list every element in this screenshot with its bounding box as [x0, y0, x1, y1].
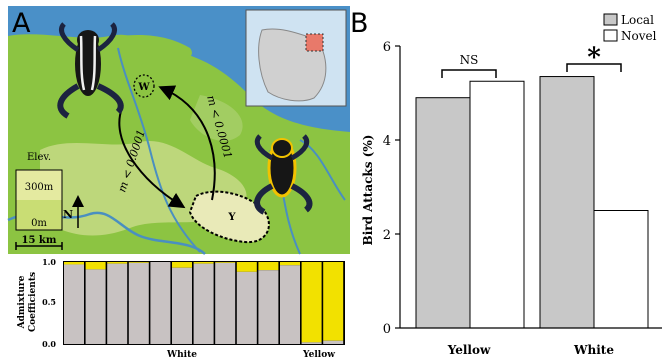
inset-study-area	[305, 33, 324, 52]
legend-swatch-novel	[603, 29, 618, 42]
admixture-white-segment	[280, 265, 300, 344]
admixture-yellow-segment	[215, 262, 236, 263]
map-river-1	[117, 47, 201, 253]
bar-local-yellow	[415, 97, 471, 329]
admixture-white-segment	[258, 270, 279, 344]
north-label: N	[63, 208, 73, 221]
admixture-white-segment	[172, 267, 192, 344]
admixture-group-yellow: Yellow	[302, 350, 335, 360]
admixture-yellow-segment	[258, 262, 279, 271]
panel-label-a: A	[12, 8, 31, 39]
admixture-yellow-segment	[172, 262, 192, 268]
panel-label-b: B	[350, 8, 369, 39]
y-tick-label: 4	[383, 134, 391, 149]
north-arrow: N	[63, 195, 84, 228]
admixture-white-segment	[301, 342, 322, 344]
admixture-white-segment	[215, 262, 236, 344]
inset-map	[245, 9, 347, 107]
bars	[415, 76, 649, 329]
site-y-outline	[188, 190, 270, 244]
map-landmass-north	[100, 34, 192, 64]
admixture-ytick-bottom: 0.0	[42, 339, 56, 349]
elevation-title: Elev.	[27, 152, 51, 163]
admixture-bars	[63, 261, 345, 345]
admixture-yellow-segment	[323, 262, 344, 341]
site-w-label: W	[137, 82, 150, 93]
admixture-white-segment	[128, 262, 149, 344]
admixture-ylabel-2: Coefficients	[28, 272, 38, 332]
elevation-low: 0m	[31, 218, 47, 229]
admixture-white-segment	[236, 271, 257, 344]
admixture-yellow-segment	[64, 262, 84, 265]
admixture-white-segment	[150, 262, 171, 344]
y-axis-ticks: 0 2 4 6	[383, 40, 400, 337]
admixture-white-segment	[107, 263, 128, 344]
bar-novel-white	[593, 210, 649, 329]
admixture-yellow-segment	[236, 262, 257, 272]
scale-bar: 15 km	[15, 235, 63, 250]
x-tick-label-white: White	[573, 343, 614, 357]
admixture-yellow-segment	[301, 262, 322, 343]
admixture-group-white: White	[166, 350, 197, 360]
elevation-legend: Elev. 300m 0m	[15, 152, 63, 231]
gene-flow-arrow-down	[118, 107, 186, 209]
white-frog-illustration	[57, 22, 124, 119]
admixture-yellow-segment	[280, 262, 300, 266]
chart-legend: Local Novel	[603, 13, 657, 43]
bar-local-white	[539, 76, 595, 329]
admixture-plot: Admixture Coefficients 1.0 0.5 0.0 White…	[17, 257, 345, 360]
admixture-ytick-top: 1.0	[42, 257, 56, 267]
map-panel: W Y m < 0.0001 m < 0.0001	[7, 6, 350, 255]
elevation-high: 300m	[25, 182, 54, 193]
site-w-outline	[133, 74, 155, 98]
site-y-label: Y	[227, 212, 236, 223]
admixture-ylabel-1: Admixture	[17, 275, 27, 329]
admixture-yellow-segment	[107, 262, 128, 264]
bar-novel-yellow	[469, 80, 525, 329]
scale-label: 15 km	[22, 235, 57, 246]
yellow-frog-illustration	[254, 134, 313, 215]
annotation-ns: NS	[460, 53, 479, 67]
legend-swatch-local	[603, 13, 618, 26]
annotation-star: *	[587, 43, 601, 73]
admixture-white-segment	[193, 263, 214, 344]
y-tick-label: 6	[383, 40, 391, 55]
admixture-white-segment	[85, 269, 106, 344]
gene-flow-arrow-up	[158, 85, 216, 201]
admixture-yellow-segment	[85, 262, 106, 270]
admixture-white-segment	[323, 340, 344, 344]
significance-bracket-white	[566, 63, 622, 72]
admixture-white-segment	[64, 264, 84, 344]
x-tick-label-yellow: Yellow	[447, 343, 491, 357]
legend-label-local: Local	[621, 13, 654, 27]
admixture-yellow-segment	[193, 262, 214, 264]
map-highland-2	[190, 95, 243, 141]
y-tick-label: 0	[383, 322, 391, 337]
admixture-yellow-segment	[128, 262, 149, 263]
chart-ylabel: Bird Attacks (%)	[361, 135, 375, 246]
significance-bracket-yellow	[441, 69, 497, 78]
admixture-ytick-mid: 0.5	[42, 297, 56, 307]
y-tick-label: 2	[383, 228, 391, 243]
legend-label-novel: Novel	[621, 29, 657, 43]
